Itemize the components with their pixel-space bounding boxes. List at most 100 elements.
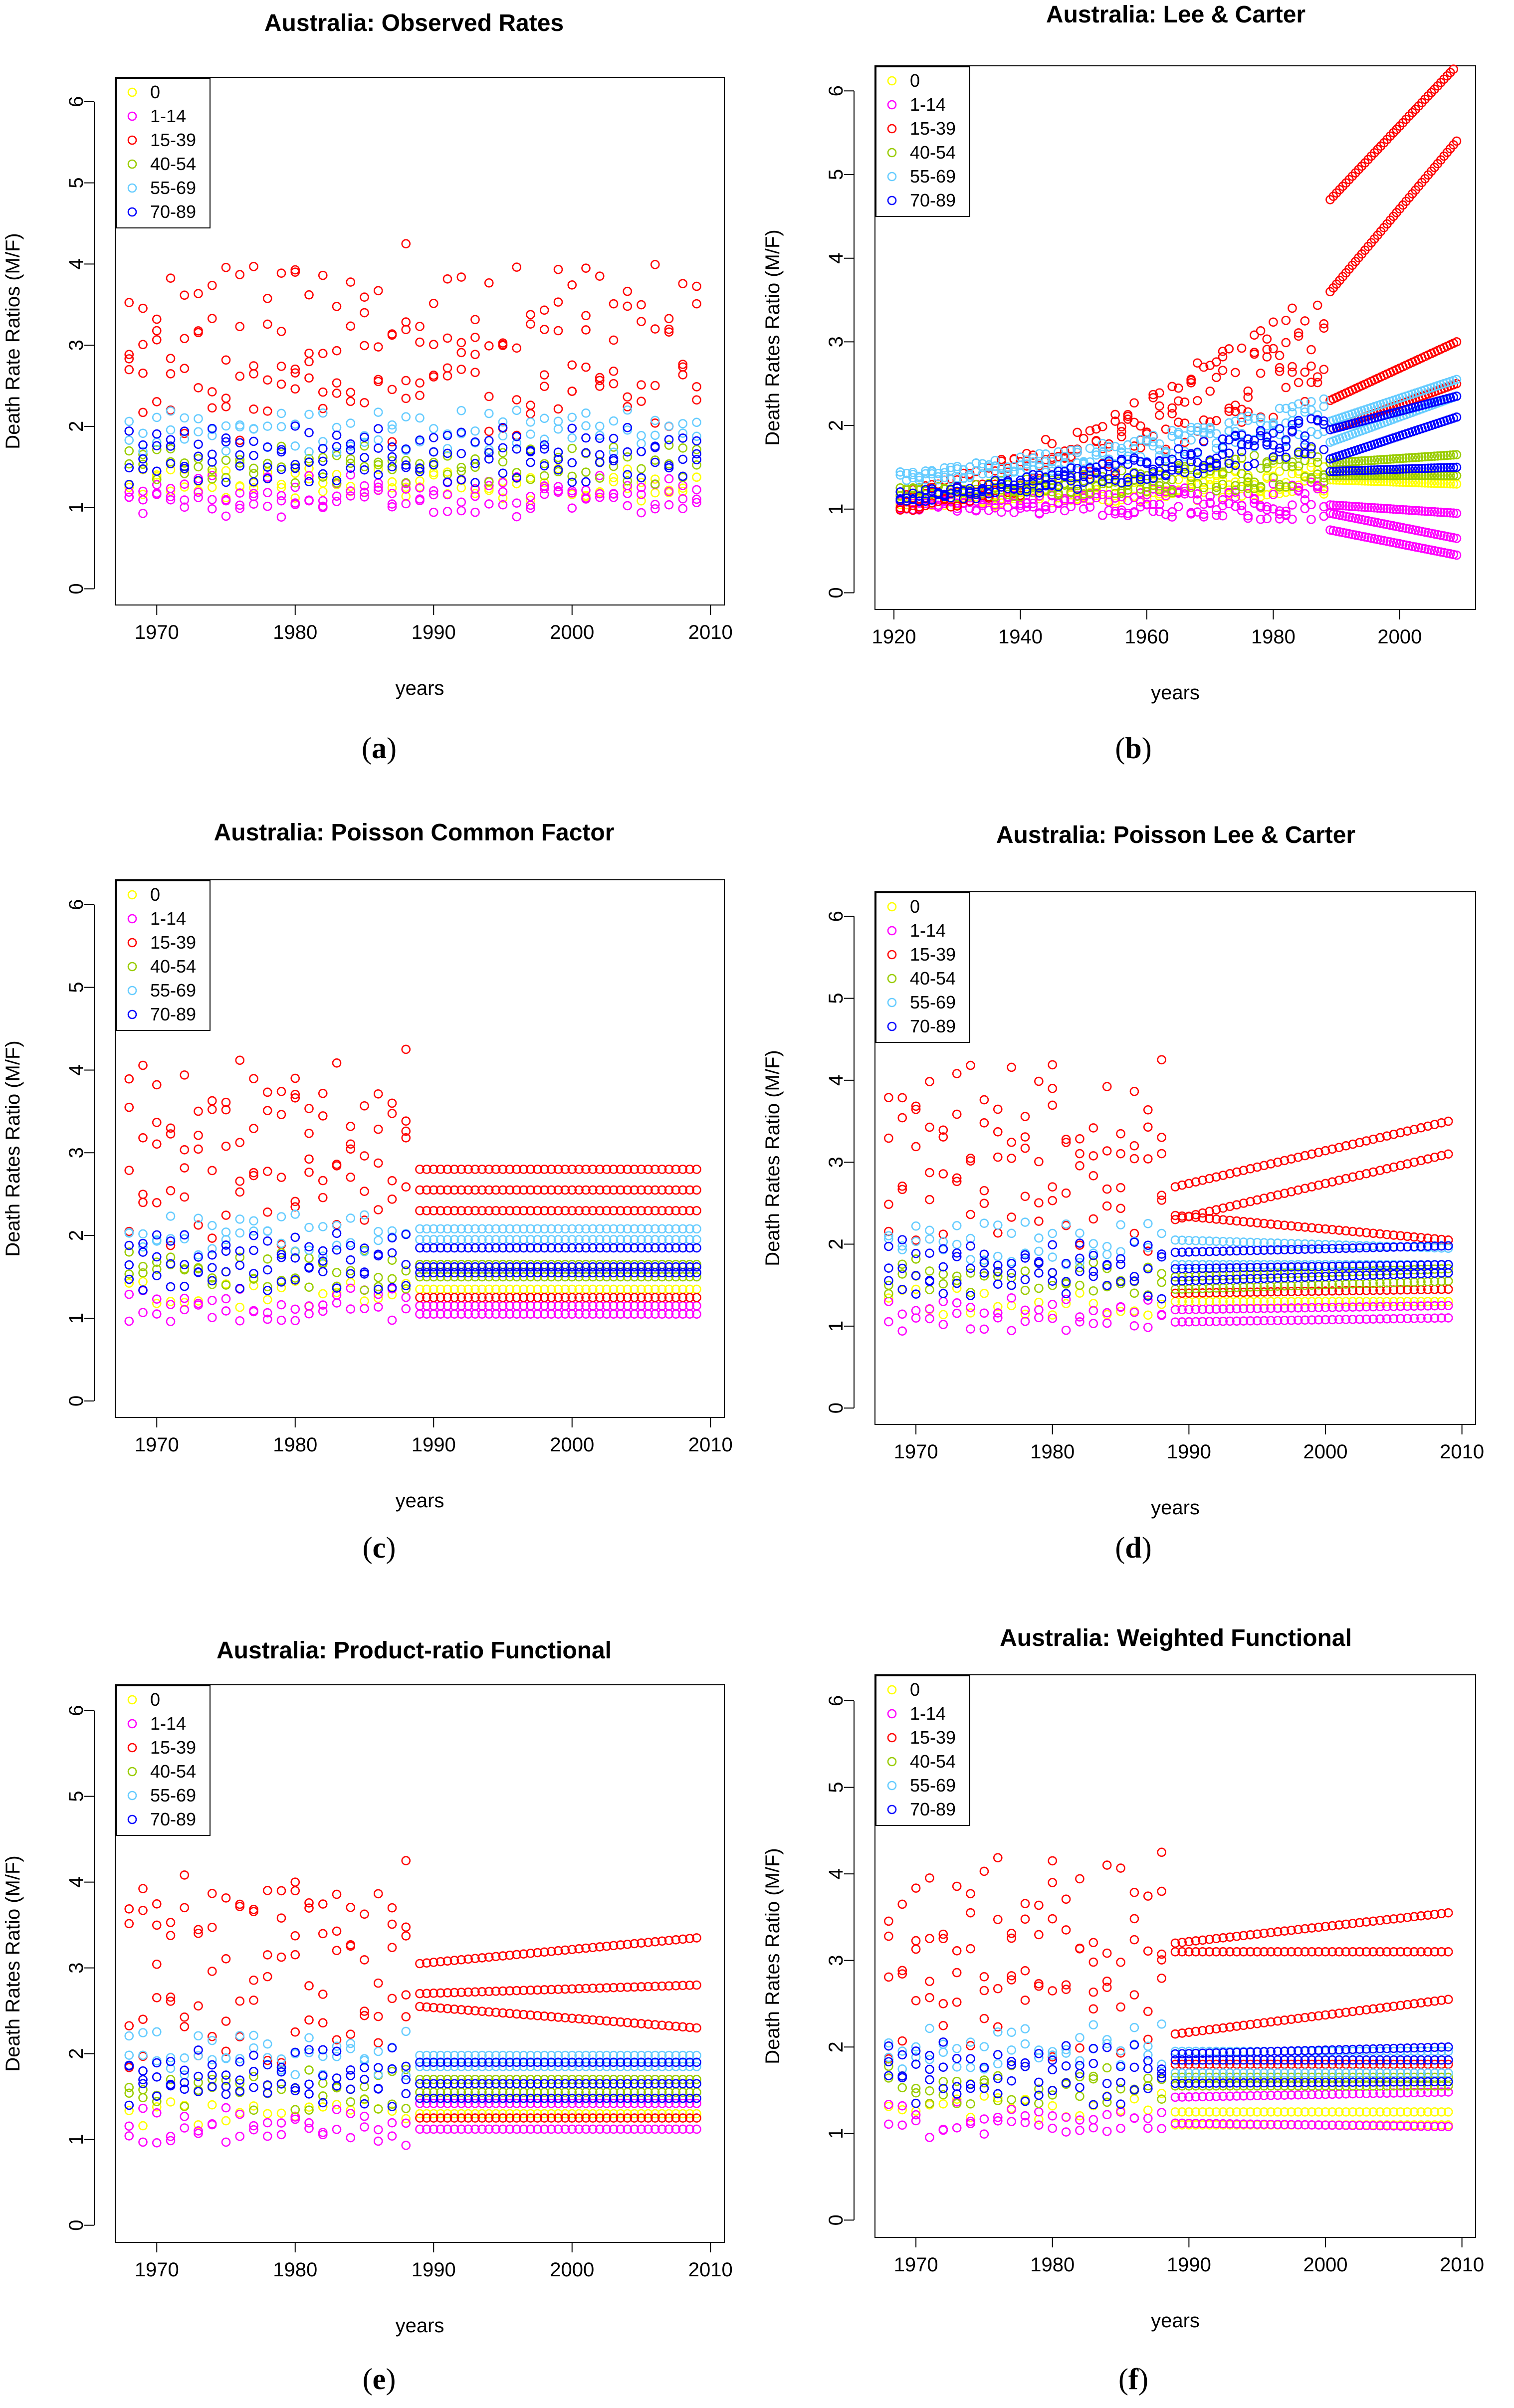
point [387, 502, 397, 512]
point [637, 317, 646, 326]
point [498, 468, 508, 478]
point [332, 1245, 342, 1255]
point [692, 494, 701, 504]
point [927, 489, 937, 499]
point [602, 2113, 612, 2123]
point [1256, 413, 1266, 423]
point [124, 479, 134, 489]
x-tick-label: 1980 [273, 621, 317, 643]
point [415, 1959, 425, 1969]
point [664, 1185, 674, 1195]
point [588, 2099, 598, 2108]
point [1341, 1141, 1351, 1151]
point [664, 1243, 674, 1253]
point [1041, 449, 1051, 459]
point [1104, 474, 1114, 484]
point [1256, 431, 1266, 440]
point [1382, 1242, 1392, 1252]
point [623, 476, 633, 486]
point [650, 1293, 660, 1302]
point [1155, 500, 1164, 509]
point [1443, 1313, 1453, 1323]
point [207, 2100, 217, 2110]
point [484, 1268, 494, 1278]
point [884, 1231, 893, 1240]
point [346, 445, 356, 455]
point [442, 2109, 452, 2119]
point [207, 1923, 217, 1932]
point [966, 1156, 975, 1166]
point [1225, 1316, 1235, 1326]
point [1250, 495, 1259, 505]
point [1079, 433, 1088, 443]
chart-title: Australia: Poisson Common Factor [214, 819, 615, 846]
point [387, 2131, 397, 2141]
point [1402, 1314, 1412, 1323]
point [477, 1165, 487, 1174]
point [911, 1236, 921, 1246]
point [491, 1185, 501, 1195]
x-tick-label: 1980 [273, 1434, 317, 1456]
point [1218, 501, 1228, 511]
point [435, 1957, 445, 1967]
point [304, 495, 314, 505]
point [332, 2125, 342, 2134]
point [1205, 1304, 1214, 1314]
point [1369, 465, 1379, 475]
point [1368, 1167, 1378, 1177]
point [1007, 1280, 1016, 1290]
point [664, 1981, 674, 1991]
point [616, 2099, 626, 2108]
point [1300, 1272, 1310, 1282]
point [1300, 431, 1310, 441]
point [678, 1206, 688, 1215]
point [1379, 504, 1389, 513]
point [539, 305, 549, 315]
point [304, 349, 314, 358]
point [1314, 1286, 1323, 1296]
point [1423, 1121, 1433, 1131]
point [498, 1262, 508, 1272]
point [1388, 454, 1398, 464]
legend-entry: 40-54 [910, 968, 956, 989]
point [138, 2014, 148, 2024]
point [124, 1166, 134, 1175]
point [1273, 1262, 1283, 1272]
point [692, 395, 701, 405]
point [1280, 1269, 1290, 1278]
point [207, 2031, 217, 2041]
point [1348, 1139, 1358, 1149]
point [138, 1198, 148, 1207]
point [581, 1224, 591, 1234]
point [1300, 489, 1310, 499]
point [1275, 403, 1285, 413]
point [249, 1074, 258, 1083]
legend-marker [127, 1009, 137, 1019]
point [304, 2065, 314, 2075]
point [946, 502, 956, 512]
point [925, 1234, 934, 1244]
point [207, 474, 217, 484]
point [276, 379, 286, 389]
point [1266, 1303, 1276, 1313]
point [1402, 1265, 1412, 1275]
point [1091, 468, 1101, 478]
point [1129, 1288, 1139, 1298]
point [401, 376, 411, 386]
point [1041, 505, 1051, 515]
point [1212, 357, 1221, 367]
point [463, 1987, 473, 1997]
point [484, 1272, 494, 1282]
point [925, 1168, 934, 1178]
point [526, 409, 535, 418]
point [1177, 1247, 1187, 1257]
point [1232, 1297, 1242, 1306]
point [138, 340, 148, 350]
point [124, 1278, 134, 1288]
point [318, 437, 328, 446]
point [304, 290, 314, 300]
point [318, 469, 328, 479]
legend-marker [127, 159, 137, 169]
y-tick-label: 6 [65, 1705, 87, 1716]
point [938, 1125, 948, 1135]
